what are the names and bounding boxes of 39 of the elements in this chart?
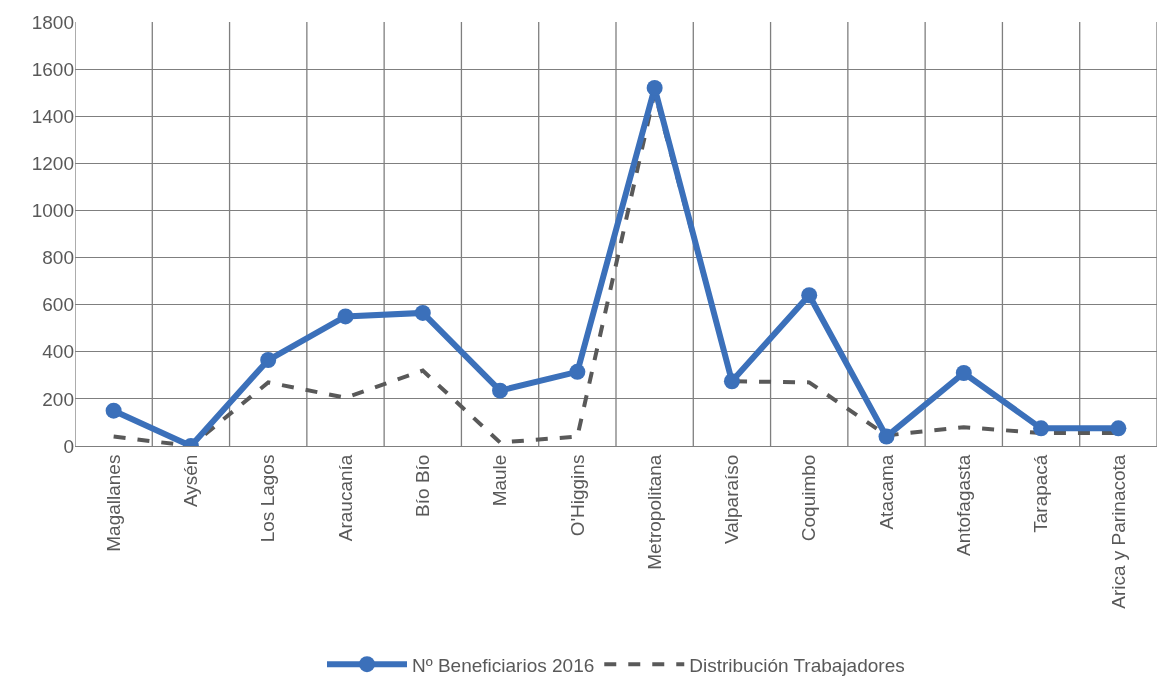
x-tick-label: Maule (489, 454, 511, 507)
y-tick-label: 1600 (31, 58, 74, 80)
y-tick-label: 600 (42, 294, 74, 316)
y-tick-label: 0 (63, 435, 74, 457)
x-tick-label: Coquimbo (798, 454, 820, 542)
legend-label: Nº Beneficiarios 2016 (412, 654, 595, 676)
x-tick-label: Valparaíso (721, 454, 743, 545)
x-tick-label: Tarapacá (1030, 454, 1052, 533)
point (492, 382, 509, 399)
x-tick-label: Arica y Parinacota (1107, 454, 1129, 609)
point (646, 79, 663, 96)
point (569, 363, 586, 380)
x-tick-label: Aysén (180, 454, 202, 508)
x-tick-label: O'Higgins (566, 454, 588, 537)
y-tick-label: 200 (42, 388, 74, 410)
y-tick-label: 400 (42, 341, 74, 363)
y-tick-label: 800 (42, 247, 74, 269)
x-tick-label: Atacama (875, 454, 897, 530)
point (955, 364, 972, 381)
point (260, 352, 277, 369)
legend-label: Distribución Trabajadores (689, 654, 905, 676)
x-tick-label: Bío Bío (411, 454, 433, 517)
point (1110, 420, 1127, 437)
y-tick-label: 1800 (31, 11, 74, 33)
x-tick-label: Los Lagos (257, 454, 279, 543)
point (1033, 420, 1050, 437)
y-tick-label: 1200 (31, 152, 74, 174)
point (337, 308, 354, 325)
point (414, 304, 431, 321)
x-tick-label: Araucanía (334, 454, 356, 542)
point (105, 402, 122, 419)
point (878, 428, 895, 445)
y-tick-label: 1000 (31, 200, 74, 222)
point (723, 373, 740, 390)
point (801, 287, 818, 304)
x-tick-label: Metropolitana (643, 454, 665, 570)
x-tick-label: Antofagasta (952, 454, 974, 557)
y-tick-label: 1400 (31, 105, 74, 127)
x-tick-label: Magallanes (102, 454, 124, 552)
